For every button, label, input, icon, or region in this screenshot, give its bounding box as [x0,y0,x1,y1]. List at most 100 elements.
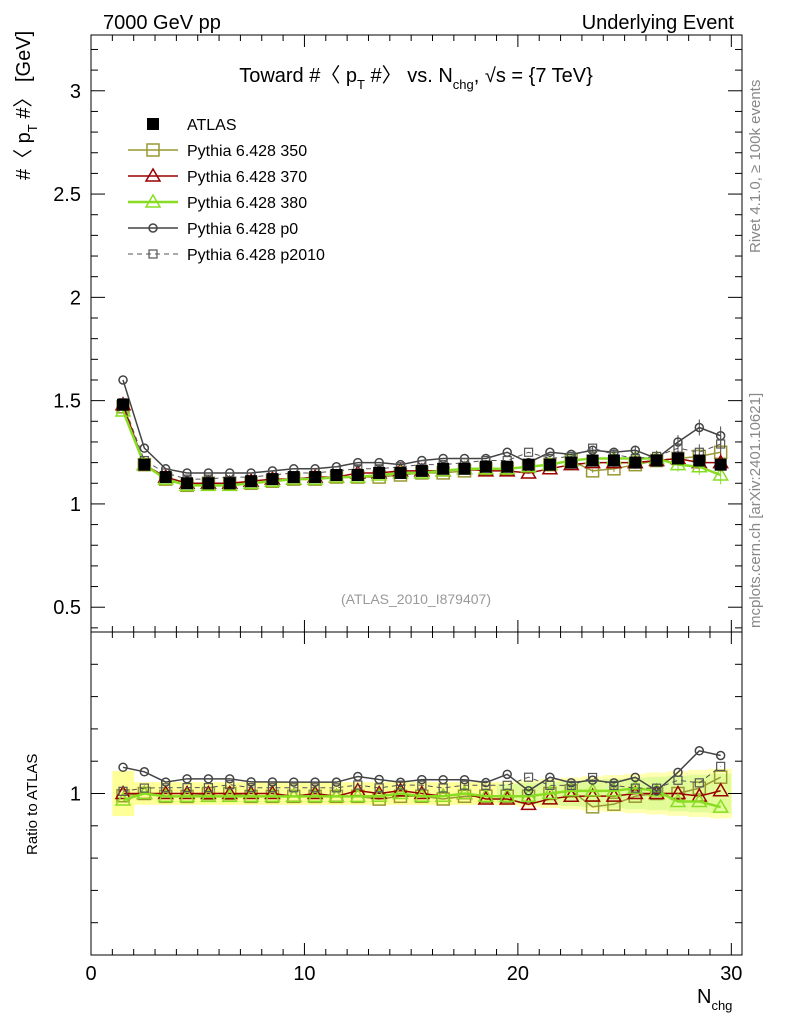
y-tick-label: 1.5 [53,391,81,413]
marker-p0 [694,422,705,433]
ratio-marker-p370 [413,785,431,800]
ratio-marker-p2010 [502,780,512,790]
series-atlas [117,398,727,490]
ratio-marker-p2010 [139,783,149,793]
ratio-marker-p380 [392,785,409,800]
ratio-marker-p0 [331,777,342,787]
ratio-marker-p2010 [225,780,235,790]
marker-p0 [545,447,555,458]
ratio-marker-p0 [502,769,512,780]
ylabel-part-a: #〈 p [13,132,35,180]
marker-atlas [309,471,322,484]
mcplots-label: mcplots.cern.ch [arXiv:2401.10621] [747,393,764,628]
marker-p0 [182,468,192,478]
ratio-marker-p2010 [161,783,171,793]
ratio-marker-p370 [520,795,537,811]
ratio-marker-p0 [246,777,256,787]
legend-marker [144,193,162,208]
ratio-marker-p380 [456,785,473,800]
ratio-series-p380 [114,779,729,813]
title-part-c: , √s = {7 TeV} [474,65,593,87]
ratio-marker-p2010 [374,783,384,793]
ratio-marker-p2010 [694,778,704,788]
ratio-marker-p2010 [203,783,213,793]
ratio-line-p0 [122,749,721,792]
ratio-marker-p380 [584,782,601,797]
header-right: Underlying Event [582,12,735,34]
x-tick-label: 10 [293,963,315,985]
ratio-marker-p2010 [417,780,427,790]
ratio-marker-p2010 [481,780,491,790]
y-axis-label: #〈 pT #〉 [GeV] [13,31,40,180]
ratio-marker-p2010 [438,783,448,793]
legend-marker [144,167,162,182]
marker-p2010 [673,443,683,453]
marker-atlas [245,475,258,488]
ratio-y-tick-label: 1 [70,784,81,806]
marker-p0 [118,375,128,385]
ratio-marker-p2010 [523,772,534,782]
ratio-marker-p380 [114,791,132,806]
main-series [114,375,729,493]
y-tick-label: 0.5 [53,597,81,619]
ratio-marker-p2010 [246,783,256,793]
ratio-marker-p380 [200,787,217,803]
ratio-marker-p380 [328,787,345,803]
marker-atlas [607,454,620,467]
ratio-marker-p2010 [395,780,406,790]
marker-atlas [522,458,535,471]
marker-atlas [714,458,727,471]
marker-atlas [223,477,236,490]
marker-atlas [650,454,663,467]
series-line-p2010 [122,402,721,480]
marker-atlas [586,454,599,467]
ratio-marker-p2010 [609,780,619,791]
legend-marker [148,223,158,233]
legend-item-p370: Pythia 6.428 370 [128,167,307,186]
x-axis-label: Nchg [697,986,732,1013]
marker-atlas [351,469,364,482]
ratio-marker-p380 [285,787,303,803]
ratio-marker-p2010 [716,761,726,771]
ratio-marker-p380 [434,787,452,803]
ratio-marker-p0 [118,762,128,773]
ratio-marker-p380 [178,787,196,803]
x-tick-label: 20 [507,963,529,985]
ratio-series [114,746,729,814]
analysis-watermark: (ATLAS_2010_I879407) [341,591,491,607]
y-tick-label: 3 [70,81,81,103]
ratio-y-axis-label: Ratio to ATLAS [24,754,41,855]
y-tick-label: 1 [70,494,81,516]
ratio-marker-p380 [221,787,239,803]
rivet-label: Rivet 4.1.0, ≥ 100k events [747,80,764,253]
ylabel-sub: T [25,124,40,132]
marker-atlas [117,398,130,411]
marker-atlas [437,462,450,475]
ratio-marker-p2010 [310,783,320,793]
ratio-marker-p2010 [545,780,555,790]
ratio-marker-p0 [267,777,278,787]
marker-p0 [353,457,363,468]
marker-atlas [394,466,407,479]
ratio-marker-p370 [242,785,260,800]
ratio-marker-p380 [691,793,708,808]
ylabel-part-b: #〉 [GeV] [13,31,35,124]
ratio-marker-p380 [157,787,175,803]
marker-atlas [202,477,215,490]
xlabel-part-a: N [697,986,711,1008]
ratio-marker-p370 [306,785,324,800]
header-left: 7000 GeV pp [103,12,221,34]
legend-marker [146,143,160,157]
legend-label: Pythia 6.428 p0 [187,221,298,238]
ratio-marker-p2010 [289,783,299,793]
ratio-line-p2010 [122,765,721,792]
ratio-marker-p0 [182,774,192,784]
ratio-marker-p2010 [353,780,363,790]
ratio-marker-p370 [264,785,281,800]
ratio-marker-p0 [310,777,320,787]
marker-atlas [181,477,194,490]
legend-marker [148,249,158,259]
ratio-marker-p370 [498,790,516,805]
ratio-marker-p2010 [630,783,640,793]
